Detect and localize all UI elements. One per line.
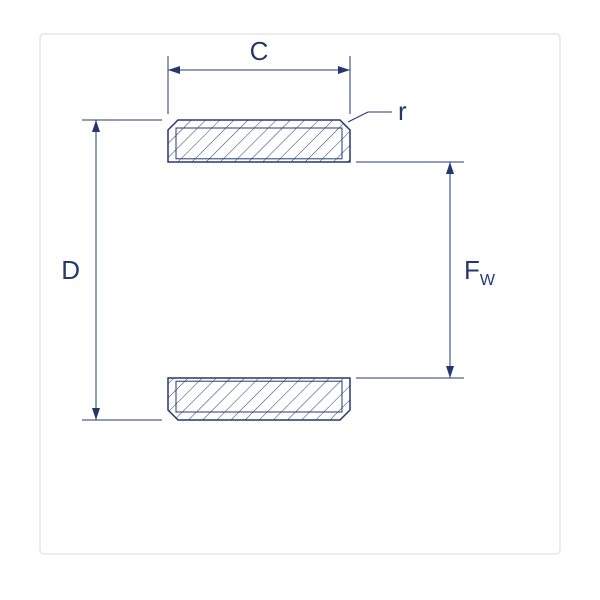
section-wall [168,120,350,162]
leader-r-1 [348,112,368,122]
image-border [40,34,560,554]
label-c: C [250,36,269,66]
label-fw: FW [464,255,496,289]
label-r: r [398,96,407,126]
section-wall [168,378,350,420]
label-d: D [61,255,80,285]
